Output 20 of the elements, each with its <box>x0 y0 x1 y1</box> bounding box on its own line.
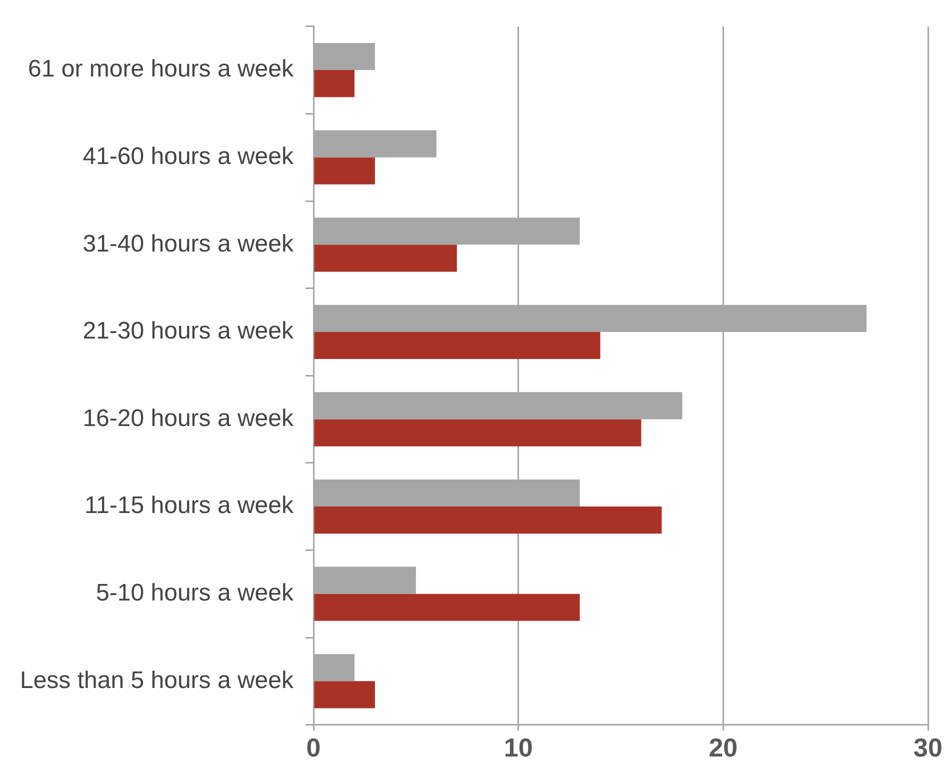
bar <box>314 506 662 534</box>
x-tick-label: 30 <box>914 732 942 763</box>
y-tick-label: 21-30 hours a week <box>82 318 295 345</box>
bar <box>314 157 375 184</box>
x-tick-label: 20 <box>708 732 738 763</box>
y-tick-label: 11-15 hours a week <box>84 492 295 520</box>
y-tick-label: 5-10 hours a week <box>96 579 294 606</box>
y-tick-label: 41-60 hours a week <box>82 142 295 170</box>
bar <box>314 594 580 621</box>
x-tick-label: 0 <box>306 732 321 763</box>
bar <box>314 332 600 360</box>
bar <box>314 419 642 446</box>
bar <box>314 244 457 272</box>
y-tick-label: 31-40 hours a week <box>82 230 295 258</box>
bar <box>314 70 354 98</box>
bar <box>314 681 375 708</box>
x-tick-label: 10 <box>504 732 533 763</box>
y-tick-label: 16-20 hours a week <box>82 404 295 432</box>
y-tick-label: 61 or more hours a week <box>28 56 294 83</box>
y-tick-label: Less than 5 hours a week <box>20 666 294 694</box>
